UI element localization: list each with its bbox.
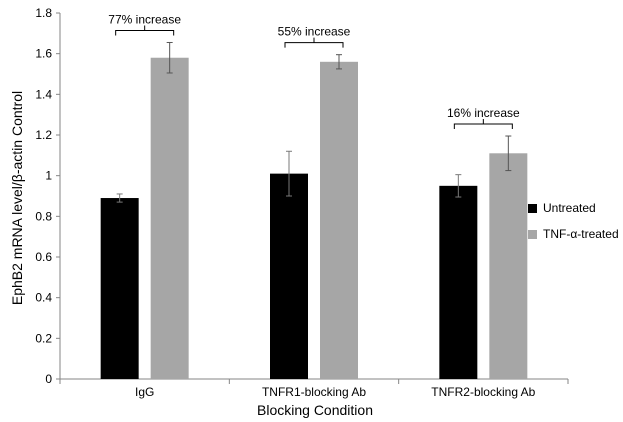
legend: Untreated TNF-α-treated	[528, 195, 619, 247]
y-tick-label: 0.8	[35, 209, 52, 223]
annotation-label: 55% increase	[278, 25, 351, 39]
y-tick-label: 1.4	[35, 87, 52, 101]
bar-untreated	[270, 173, 308, 379]
x-axis-label: Blocking Condition	[257, 402, 373, 418]
comparison-bracket	[284, 42, 344, 48]
y-tick-label: 0.4	[35, 291, 52, 305]
legend-swatch-untreated	[528, 203, 537, 213]
legend-item-untreated: Untreated	[528, 195, 619, 221]
legend-label-untreated: Untreated	[543, 201, 596, 215]
bar-tnf-treated	[489, 153, 528, 379]
y-tick-label: 0	[45, 372, 52, 386]
y-tick-label: 1.6	[35, 47, 52, 61]
legend-swatch-tnf-treated	[528, 229, 537, 239]
annotation-label: 77% increase	[108, 12, 181, 26]
x-tick-label: TNFR1-blocking Ab	[262, 385, 366, 399]
x-tick-label: IgG	[135, 385, 154, 399]
legend-item-tnf-treated: TNF-α-treated	[528, 221, 619, 247]
bar-untreated	[100, 198, 139, 379]
comparison-bracket	[115, 29, 175, 36]
comparison-bracket	[453, 123, 513, 130]
y-tick-label: 0.2	[35, 331, 52, 345]
y-axis-label: EphB2 mRNA level/β-actin Control	[9, 90, 25, 306]
y-tick-label: 1	[45, 169, 52, 183]
bar-tnf-treated	[320, 61, 358, 380]
y-tick-label: 1.8	[35, 6, 52, 20]
annotation-label: 16% increase	[447, 106, 520, 120]
legend-label-tnf-treated: TNF-α-treated	[543, 227, 619, 241]
y-tick-label: 0.6	[35, 250, 52, 264]
y-tick-label: 1.2	[35, 128, 52, 142]
x-tick-label: TNFR2-blocking Ab	[431, 385, 535, 399]
bar-tnf-treated	[150, 57, 189, 379]
bar-untreated	[439, 185, 478, 379]
